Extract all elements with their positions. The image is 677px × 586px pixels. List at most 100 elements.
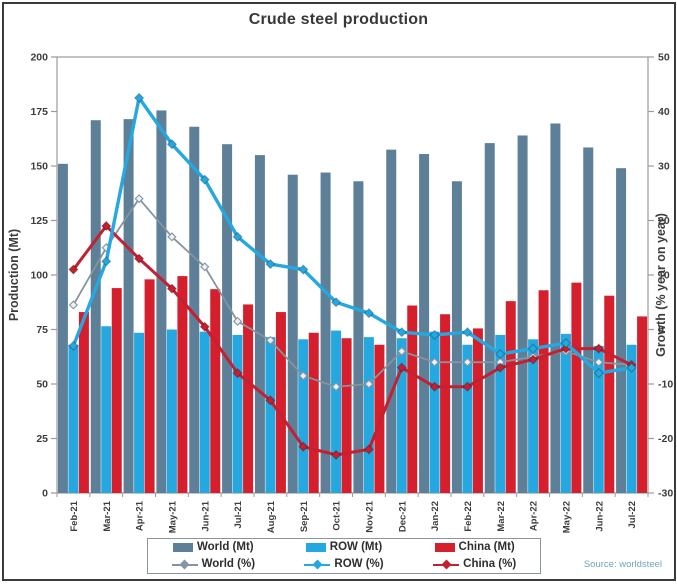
row-mt-bar [298,339,309,493]
marker-diamond [298,371,308,381]
world-mt-bar [123,119,134,493]
world-mt-bar [386,149,397,493]
world-mt-bar [353,181,364,493]
marker-diamond [495,348,506,360]
world-mt-bar [222,144,233,493]
x-tick-label: Nov-21 [364,500,375,532]
china-line [72,224,633,457]
china-mt-bar [374,344,385,493]
marker-diamond [396,362,407,373]
x-tick-label: Oct-21 [332,500,343,530]
world-mt-bar [57,163,68,493]
china-mt-bar [505,301,516,493]
row-mt-bar [265,337,276,493]
legend-item-china-: China (%) [409,558,540,571]
china-mt-bar [472,328,483,493]
marker-diamond [200,262,210,272]
row-mt-bar [396,338,407,493]
y-left-tick-label: 150 [30,161,48,173]
marker-diamond [527,343,539,354]
x-tick-label: Feb-22 [463,501,474,532]
marker-diamond [594,357,604,367]
legend-item-china-mt-: China (Mt) [409,541,540,554]
y-left-tick-label: 200 [30,52,48,64]
x-tick-label: Jun-21 [200,500,211,531]
marker-diamond [232,231,243,243]
y-left-tick-label: 50 [36,379,48,391]
world-mt-bar [156,110,167,493]
marker-diamond [298,441,309,452]
marker-diamond [265,258,276,270]
row-mt-bar [134,332,145,493]
x-tick-label: Aug-21 [266,500,277,533]
x-tick-label: Dec-21 [397,500,408,532]
legend-box: World (Mt) ROW (Mt) China (Mt) World (%) ROW… [147,538,541,574]
world-mt-bar [484,143,495,494]
legend-swatch-line [433,559,460,570]
marker-diamond [232,367,243,379]
legend-diamond-mark [441,559,452,570]
row-mt-bar [626,344,637,493]
x-tick-label: May-22 [561,501,572,533]
y-right-tick-label: -30 [658,488,673,500]
marker-diamond [363,307,375,319]
y-left-tick-label: 25 [36,433,48,445]
world-mt-bar [616,168,627,493]
marker-diamond [626,362,637,373]
y-right-tick-label: 0 [658,324,664,336]
x-tick-label: Mar-22 [496,501,507,532]
china-mt-bar [144,279,155,493]
y-left-tick-label: 75 [36,324,48,336]
marker-diamond [593,367,604,379]
legend-diamond-mark [312,559,323,570]
marker-diamond [462,327,473,338]
marker-diamond [233,316,243,326]
legend-swatch-line [304,559,331,570]
source-note: Source: worldsteel [583,559,662,570]
row-mt-bar [462,344,473,493]
legend-label: ROW (%) [334,557,384,570]
y-right-tick-label: 50 [658,52,670,64]
y-right-tick-label: 30 [658,161,670,173]
marker-diamond [68,340,79,352]
marker-diamond [265,395,276,406]
marker-diamond [396,327,407,338]
marker-diamond [462,381,473,392]
row-mt-bar [331,330,342,493]
x-tick-label: Sep-21 [299,500,310,532]
row-mt-bar [68,344,79,493]
china-mt-bar [571,282,582,493]
marker-diamond [101,220,112,232]
marker-diamond [166,283,178,294]
china-mt-bar [440,314,451,493]
china-mt-bar [637,316,648,493]
legend-label: ROW (Mt) [329,540,383,553]
legend-item-world-: World (%) [148,558,279,571]
marker-diamond [462,357,472,367]
marker-diamond [363,444,375,455]
world-mt-bar [451,181,462,493]
row-mt-bar [199,331,210,493]
china-mt-bar [538,290,549,493]
marker-diamond [331,382,341,392]
china-mt-bar [308,332,319,493]
world-mt-bar [90,120,101,493]
marker-diamond [101,256,112,267]
legend-diamond-mark [179,559,190,570]
row-mt-bar [232,334,243,493]
y-left-tick-label: 175 [30,106,48,118]
row-mt-bar [429,331,440,493]
china-mt-bar [111,288,122,493]
legend-item-row-mt-: ROW (Mt) [279,540,410,554]
legend-item-world-mt-: World (Mt) [148,541,279,554]
row-mt-bar [166,329,177,493]
world-mt-bar [254,155,265,493]
row-mt-bar [560,333,571,493]
x-tick-label: Feb-21 [69,500,80,531]
china-mt-bar [210,289,221,493]
marker-diamond [199,321,210,332]
marker-diamond [68,264,79,275]
y-right-tick-label: -20 [658,433,673,445]
marker-diamond [68,300,78,310]
